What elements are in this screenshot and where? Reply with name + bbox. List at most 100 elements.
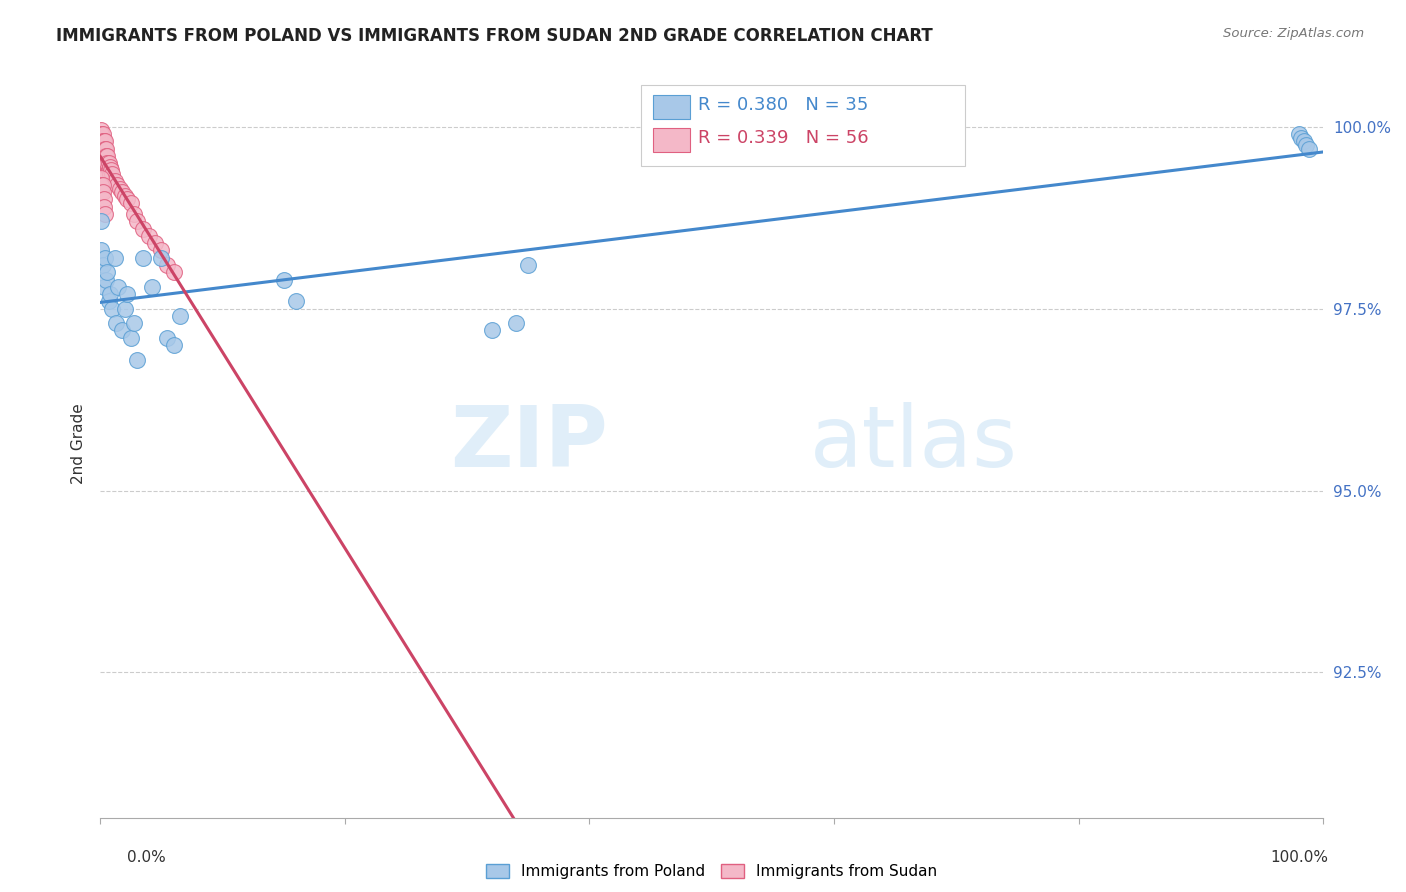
Point (1292, 134, 1315, 148)
Point (93, 156, 115, 170)
Point (132, 251, 155, 265)
Point (125, 214, 148, 228)
Point (1288, 127, 1310, 141)
Point (90, 123, 112, 137)
Point (97, 156, 120, 170)
Point (100, 163, 122, 178)
Point (93, 142, 115, 156)
Point (90, 163, 112, 178)
Text: IMMIGRANTS FROM POLAND VS IMMIGRANTS FROM SUDAN 2ND GRADE CORRELATION CHART: IMMIGRANTS FROM POLAND VS IMMIGRANTS FRO… (56, 27, 934, 45)
Point (97, 163, 120, 178)
Text: 0.0%: 0.0% (127, 850, 166, 865)
Point (114, 301, 136, 316)
Point (1295, 137, 1317, 152)
Point (93, 280, 115, 294)
Text: 100.0%: 100.0% (1271, 850, 1329, 865)
Point (90, 214, 112, 228)
Point (96, 149, 118, 163)
Point (1298, 142, 1320, 156)
Point (94, 142, 117, 156)
Point (96, 156, 118, 170)
Point (115, 287, 138, 301)
Point (91, 185, 114, 199)
Point (505, 316, 527, 330)
Point (91, 258, 114, 272)
Point (91, 163, 114, 178)
Point (94, 156, 117, 170)
Text: R = 0.339   N = 56: R = 0.339 N = 56 (699, 129, 869, 147)
Point (91, 156, 114, 170)
Point (93, 200, 115, 214)
FancyBboxPatch shape (641, 85, 965, 166)
Point (90, 170, 112, 185)
Point (115, 193, 138, 207)
Point (90, 130, 112, 145)
Point (150, 244, 173, 258)
Point (150, 251, 173, 265)
Text: Source: ZipAtlas.com: Source: ZipAtlas.com (1223, 27, 1364, 40)
Point (104, 174, 127, 188)
FancyBboxPatch shape (652, 128, 690, 153)
Point (94, 134, 117, 148)
Point (101, 167, 124, 181)
Point (94, 251, 117, 265)
Point (91, 127, 114, 141)
Point (156, 258, 179, 272)
Text: ZIP: ZIP (450, 401, 607, 484)
Point (90, 185, 112, 199)
Point (284, 294, 307, 309)
Point (96, 142, 118, 156)
Point (96, 156, 118, 170)
Point (96, 272, 118, 286)
Point (98, 287, 121, 301)
Point (143, 236, 166, 251)
Point (162, 265, 184, 279)
Point (90, 156, 112, 170)
Point (111, 323, 134, 337)
Point (93, 149, 115, 163)
Point (94, 207, 117, 221)
Point (91, 134, 114, 148)
Point (138, 228, 160, 243)
Point (125, 352, 148, 367)
Point (90, 134, 112, 148)
Point (96, 265, 118, 279)
Point (124, 316, 146, 330)
Legend: Immigrants from Poland, Immigrants from Sudan: Immigrants from Poland, Immigrants from … (481, 858, 943, 885)
Point (93, 134, 115, 148)
Point (104, 251, 127, 265)
Point (90, 149, 112, 163)
Point (273, 272, 295, 286)
Point (101, 301, 124, 316)
Point (481, 323, 503, 337)
Point (114, 189, 136, 203)
Point (90, 127, 112, 141)
Point (141, 280, 163, 294)
Point (111, 185, 134, 199)
Point (96, 149, 118, 163)
Point (132, 221, 155, 235)
Point (120, 331, 142, 345)
Point (91, 142, 114, 156)
Point (91, 178, 114, 192)
Point (517, 258, 540, 272)
Point (90, 178, 112, 192)
Point (120, 196, 142, 211)
Point (93, 193, 115, 207)
Y-axis label: 2nd Grade: 2nd Grade (72, 403, 86, 483)
Point (105, 178, 128, 192)
Point (94, 149, 117, 163)
Point (1291, 130, 1313, 145)
Point (90, 142, 112, 156)
Point (156, 331, 179, 345)
Point (98, 167, 121, 181)
Point (98, 160, 121, 174)
Point (90, 244, 112, 258)
Point (169, 309, 191, 323)
Text: atlas: atlas (810, 401, 1018, 484)
Point (97, 294, 120, 309)
Point (105, 316, 128, 330)
FancyBboxPatch shape (652, 95, 690, 120)
Point (124, 207, 146, 221)
Point (91, 149, 114, 163)
